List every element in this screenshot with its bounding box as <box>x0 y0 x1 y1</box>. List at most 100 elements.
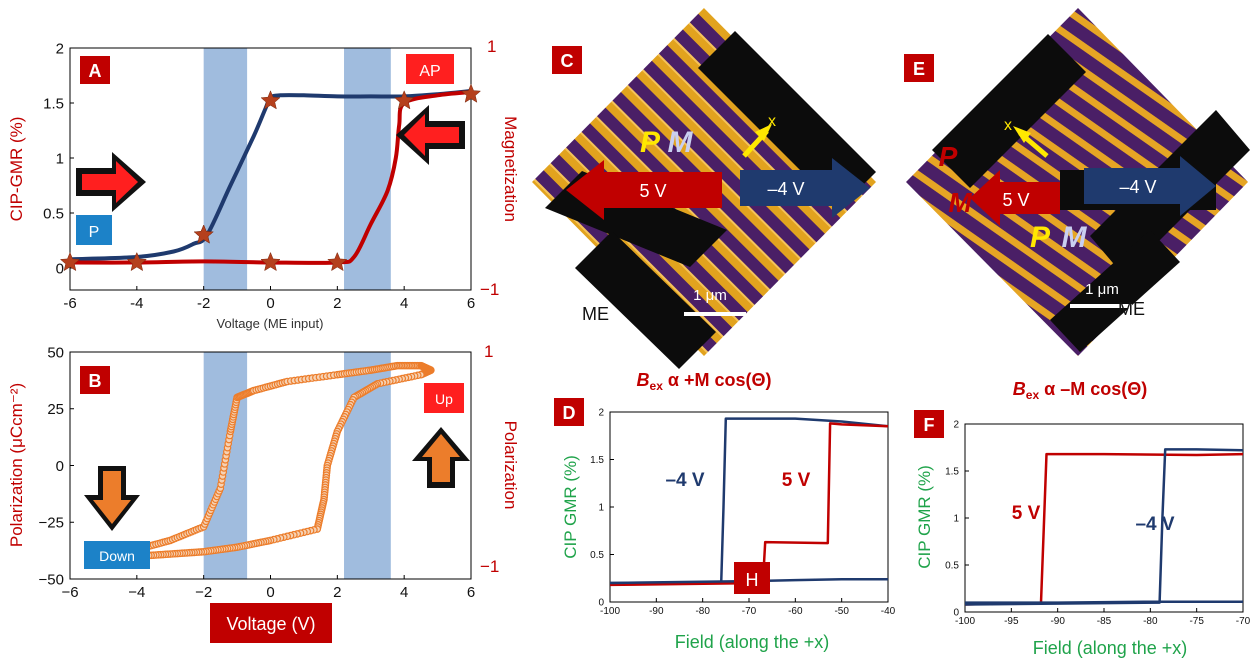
panel-a-letter-box <box>80 56 110 84</box>
x-tick-label: -100 <box>955 616 975 627</box>
y-tick-label: −25 <box>39 515 64 532</box>
star-marker <box>394 90 415 110</box>
y-tick-label: 0 <box>953 608 959 619</box>
panel-c-neg4v: –4 V <box>767 179 804 199</box>
panel-e-scale-label: 1 μm <box>1085 281 1119 298</box>
panel-b-ticks: −6 −4 −2 0 2 4 6 −50 −25 0 25 50 <box>39 344 476 601</box>
panel-b-right-top: 1 <box>484 342 493 361</box>
right-arrow-icon <box>76 152 146 212</box>
panel-e-pointer-head-icon <box>1013 126 1031 143</box>
x-tick-label: 0 <box>266 295 274 312</box>
star-marker <box>327 251 348 272</box>
x-tick-label: -60 <box>788 606 803 617</box>
p-box <box>76 215 112 245</box>
x-tick-label: −6 <box>61 584 78 601</box>
panel-f: -100 -95 -90 -85 -80 -75 -70 0 0.5 1 1.5 2 F 5 V –4… <box>914 410 1251 658</box>
panel-e-x-mark: x <box>1004 117 1012 134</box>
x-tick-label: 6 <box>467 295 475 312</box>
x-tick-label: -50 <box>834 606 849 617</box>
panel-a-right-bottom: −1 <box>480 280 499 299</box>
panel-b: −6 −4 −2 0 2 4 6 −50 −25 0 25 50 B Up Down Polariza… <box>7 342 520 643</box>
panel-a-letter: A <box>89 61 102 81</box>
panel-e-letter: E <box>913 59 925 79</box>
down-box <box>84 541 150 569</box>
panel-a-xlabel: Voltage (ME input) <box>217 316 324 331</box>
panel-d-letter-box <box>554 398 584 426</box>
navy-series-line <box>610 417 888 585</box>
y-tick-label: 2 <box>56 40 64 57</box>
panel-c: 5 V –4 V P M x 1 μm ME C Bex α +M cos(Θ) <box>532 8 876 393</box>
up-label: Up <box>435 391 453 407</box>
x-tick-label: -90 <box>649 606 664 617</box>
down-arrow-icon <box>84 466 140 531</box>
panel-b-ylabel-right: Polarization <box>501 421 520 510</box>
x-tick-label: -90 <box>1050 616 1065 627</box>
y-tick-label: 1 <box>953 514 959 525</box>
voltage-label-box <box>210 603 332 643</box>
panel-d-neg4v: –4 V <box>665 470 704 491</box>
x-tick-label: 4 <box>400 295 408 312</box>
panel-e-right-arrow-icon <box>1084 156 1216 216</box>
panel-d-5v: 5 V <box>782 470 811 491</box>
panel-d-ticks: -100 -90 -80 -70 -60 -50 -40 0 0.5 1 1.5 2 <box>590 408 896 618</box>
panel-e-caption: Bex α –M cos(Θ) <box>1013 379 1147 402</box>
panel-c-letter: C <box>561 51 574 71</box>
y-tick-label: 50 <box>47 344 64 361</box>
star-marker <box>126 251 147 272</box>
x-tick-label: -80 <box>1143 616 1158 627</box>
y-tick-label: 0.5 <box>945 561 959 572</box>
panel-c-5v: 5 V <box>639 181 666 201</box>
panel-b-right-bottom: −1 <box>480 557 499 576</box>
panel-c-pointer-head-icon <box>755 124 772 141</box>
panel-c-m: M <box>668 126 694 159</box>
panel-a-markers <box>59 83 482 272</box>
panel-e-electrode-4 <box>1050 230 1180 352</box>
x-tick-label: 6 <box>467 584 475 601</box>
panel-f-xlabel: Field (along the +x) <box>1033 638 1188 658</box>
panel-e-m2: M <box>1062 221 1088 254</box>
y-tick-label: 1.5 <box>590 455 604 466</box>
y-tick-label: 0 <box>598 598 604 609</box>
panel-f-ylabel: CIP GMR (%) <box>915 465 934 569</box>
y-tick-label: 2 <box>953 420 959 431</box>
panel-a-ticks: -6 -4 -2 0 2 4 6 0 0.5 1 1.5 2 <box>43 40 475 312</box>
x-tick-label: 4 <box>400 584 408 601</box>
panel-d-lines <box>610 417 888 587</box>
panel-e-5v: 5 V <box>1002 190 1029 210</box>
panel-a: -6 -4 -2 0 2 4 6 0 0.5 1 1.5 2 A AP P CIP-GMR (%) M… <box>7 37 520 331</box>
panel-c-scale-label: 1 μm <box>693 287 727 304</box>
x-tick-label: -2 <box>197 295 210 312</box>
star-marker <box>260 251 281 272</box>
star-marker <box>59 251 81 272</box>
panel-f-letter: F <box>924 415 935 435</box>
panel-f-letter-box <box>914 410 944 438</box>
x-tick-label: -85 <box>1097 616 1112 627</box>
red-series-line <box>965 452 1243 606</box>
navy-series-line <box>965 448 1243 606</box>
x-tick-label: -6 <box>63 295 76 312</box>
panel-d-xlabel: Field (along the +x) <box>675 632 830 652</box>
panel-a-bands <box>203 48 391 290</box>
y-tick-label: 0.5 <box>590 550 604 561</box>
star-marker <box>193 224 214 244</box>
panel-e-neg4v: –4 V <box>1119 177 1156 197</box>
x-tick-label: -4 <box>130 295 143 312</box>
x-tick-label: 2 <box>333 584 341 601</box>
panel-c-left-arrow-icon <box>566 160 722 220</box>
ap-box <box>406 54 454 84</box>
panel-e-left-arrow-icon <box>970 170 1060 226</box>
left-arrow-icon <box>396 105 465 165</box>
panel-e-electrode-1 <box>932 34 1086 188</box>
navy-series-line <box>965 600 1243 604</box>
panel-c-p: P <box>640 126 661 159</box>
x-tick-label: -70 <box>1236 616 1251 627</box>
panel-b-points <box>133 361 435 560</box>
down-label: Down <box>99 548 135 564</box>
panel-a-ylabel: CIP-GMR (%) <box>7 117 26 222</box>
h-label: H <box>746 570 759 590</box>
panel-f-5v: 5 V <box>1012 503 1041 524</box>
y-tick-label: 25 <box>47 401 64 418</box>
panel-e-m1: M <box>948 187 972 218</box>
x-tick-label: 2 <box>333 295 341 312</box>
